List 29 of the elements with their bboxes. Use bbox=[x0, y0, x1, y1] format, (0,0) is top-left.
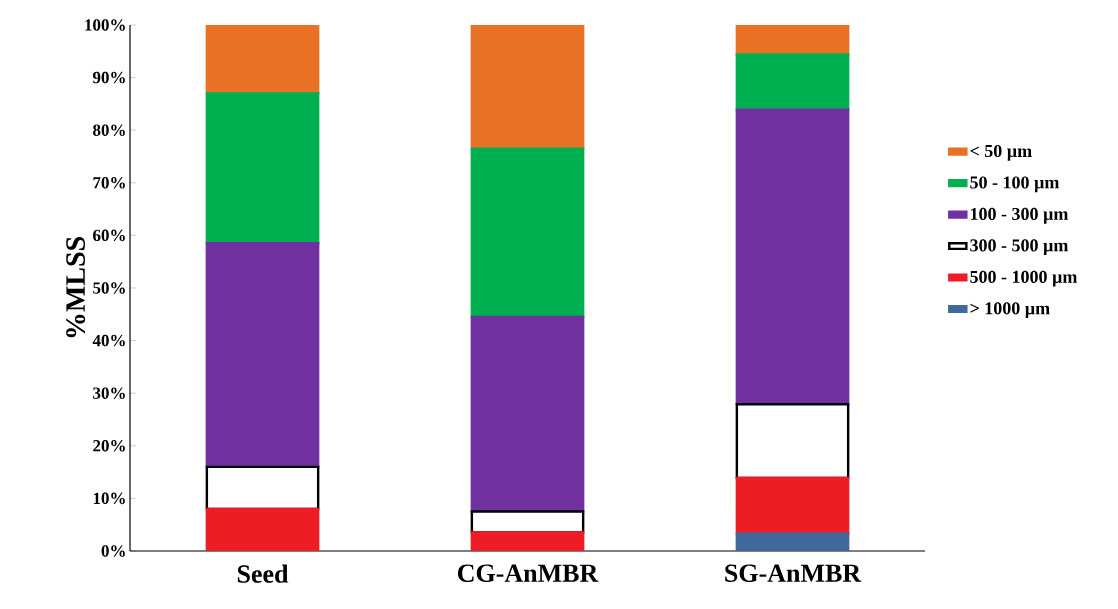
y-tick-label: 100% bbox=[85, 19, 125, 31]
x-tick-label: SG-AnMBR bbox=[725, 564, 862, 582]
y-tick-label: 20% bbox=[93, 440, 125, 452]
bar bbox=[205, 465, 320, 511]
y-tick-label: 70% bbox=[93, 177, 125, 189]
bar bbox=[470, 147, 585, 319]
bar bbox=[735, 403, 850, 480]
y-tick-label: 80% bbox=[93, 124, 125, 136]
bar bbox=[470, 315, 585, 513]
bar bbox=[205, 92, 320, 245]
legend-label: 50 - 100 µm bbox=[970, 176, 1060, 193]
y-axis-title: %MLSS bbox=[66, 237, 86, 338]
y-tick-label: 30% bbox=[93, 387, 125, 399]
y-tick-label: 60% bbox=[93, 229, 125, 242]
bar bbox=[735, 108, 850, 406]
y-tick-label: 40% bbox=[92, 334, 125, 347]
legend-label: < 50 µm bbox=[970, 144, 1032, 161]
legend-label: 500 - 1000 µm bbox=[970, 270, 1078, 287]
legend-label: 300 - 500 µm bbox=[970, 239, 1069, 256]
y-tick-label: 0% bbox=[101, 545, 125, 557]
x-tick-label: CG-AnMBR bbox=[458, 564, 599, 582]
x-tick-label: Seed bbox=[237, 564, 289, 583]
y-tick-label: 10% bbox=[93, 492, 125, 505]
legend-label: 100 - 300 µm bbox=[970, 207, 1069, 224]
legend-label: > 1000 µm bbox=[970, 302, 1050, 319]
bar bbox=[735, 53, 850, 111]
bar bbox=[205, 242, 320, 469]
y-tick-label: 50% bbox=[93, 282, 125, 294]
y-tick-label: 90% bbox=[92, 71, 125, 84]
